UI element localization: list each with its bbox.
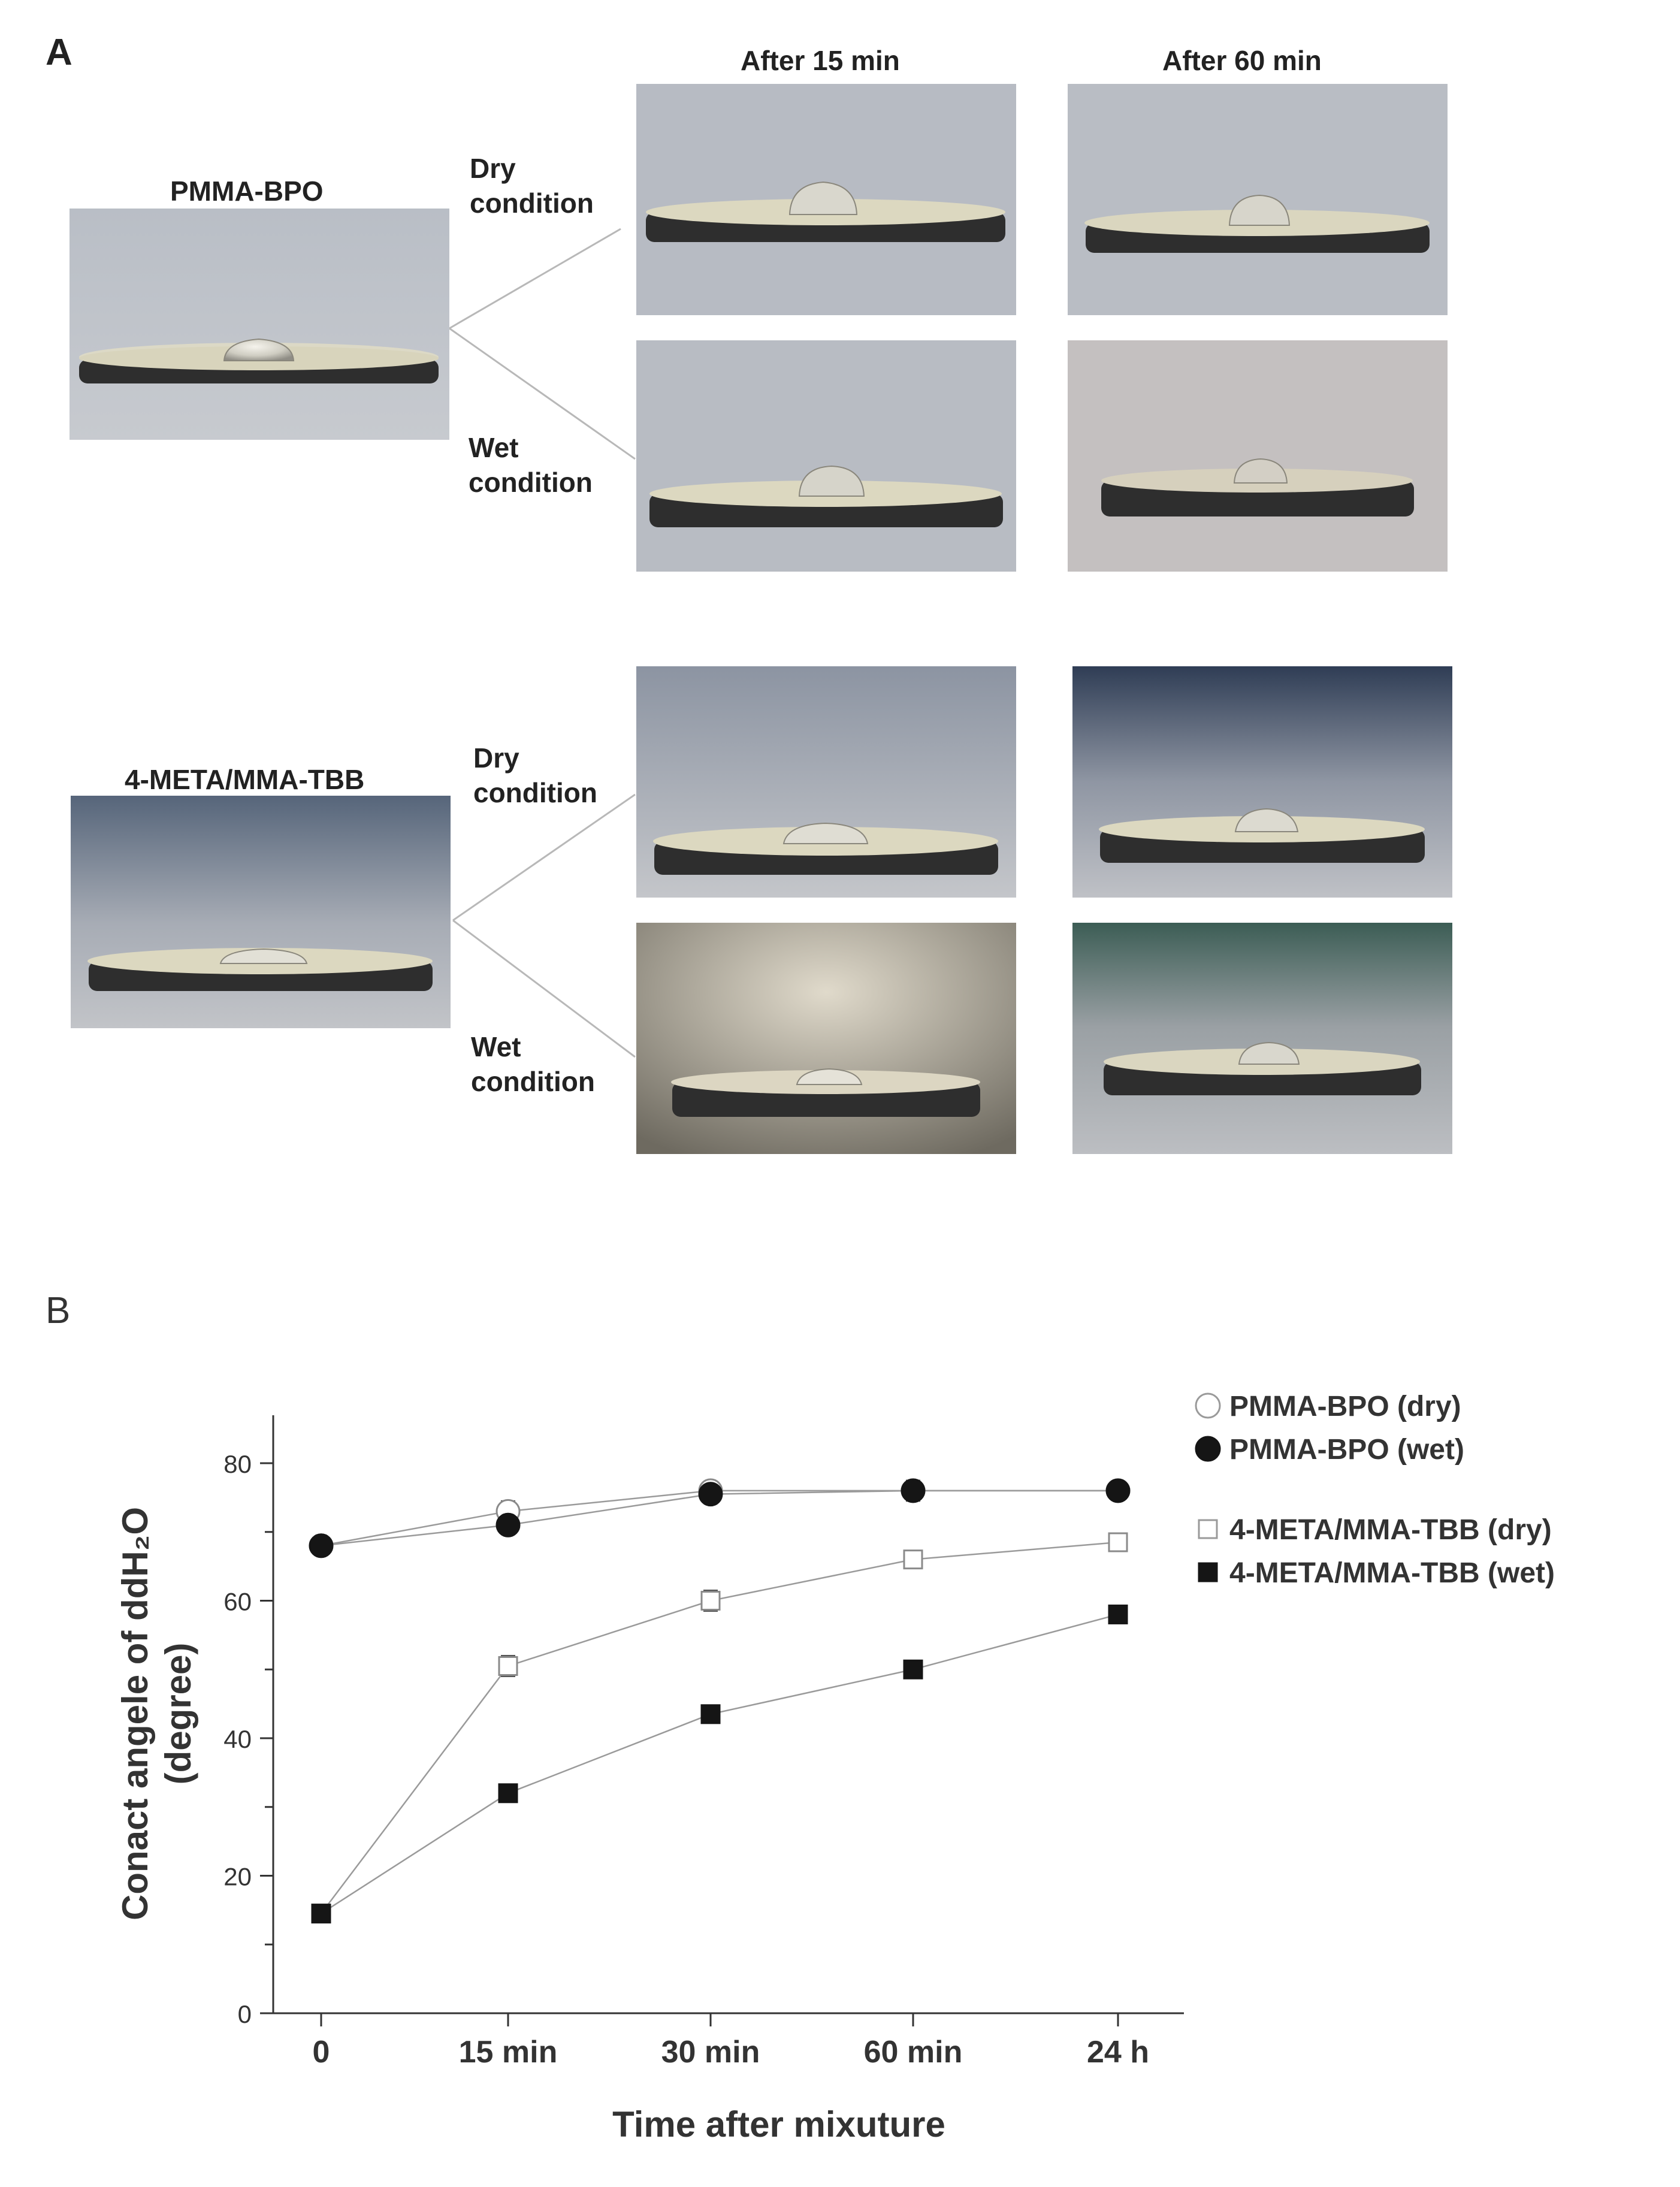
x-tick-label: 24 h [1087, 2035, 1149, 2070]
wet-condition-label-4meta: Wet condition [471, 1031, 595, 1097]
legend-label: 4-META/MMA-TBB (dry) [1229, 1514, 1552, 1546]
connector-line [452, 919, 636, 1058]
x-axis-title: Time after mixuture [612, 2104, 945, 2144]
connector-line [449, 327, 636, 460]
panel-b-letter: B [46, 1290, 71, 1331]
data-point [309, 1533, 334, 1558]
connector-line [452, 793, 636, 922]
photo-pmma-dry-15min [636, 84, 1016, 315]
y-tick-label: 40 [223, 1725, 252, 1753]
data-point [495, 1512, 521, 1537]
data-point [700, 1591, 721, 1611]
connector-line [449, 228, 621, 330]
legend-label: PMMA-BPO (dry) [1229, 1391, 1461, 1422]
photo-4meta-dry-60min [1072, 666, 1452, 898]
data-point [1108, 1604, 1128, 1624]
data-point [311, 1904, 331, 1924]
x-tick-label: 0 [313, 2035, 330, 2070]
dry-condition-label-pmma: Dry condition [470, 153, 594, 219]
y-axis-title-line1: Conact angele of ddH₂O [115, 1507, 155, 1920]
data-point [903, 1659, 923, 1679]
x-tick-label: 15 min [459, 2035, 558, 2070]
col-header-60min: After 60 min [1162, 45, 1322, 76]
photo-4meta-initial [71, 796, 451, 1028]
col-header-15min: After 15 min [741, 45, 900, 76]
photo-pmma-wet-60min [1068, 340, 1448, 572]
series-line [321, 1614, 1119, 1914]
x-tick-label: 30 min [661, 2035, 760, 2070]
data-point [1108, 1532, 1128, 1552]
wet-condition-label-pmma: Wet condition [469, 432, 593, 498]
material-label-pmma-bpo: PMMA-BPO [170, 176, 324, 207]
dry-condition-label-4meta: Dry condition [473, 742, 597, 808]
panel-a-letter: A [46, 32, 72, 73]
y-tick-label: 80 [223, 1450, 252, 1478]
photo-4meta-wet-60min [1072, 923, 1452, 1154]
data-point [901, 1478, 926, 1503]
photo-pmma-bpo-initial [70, 209, 449, 440]
contact-angle-chart: 0 20 40 60 80 0 15 min 30 min 60 min 24 h PMMA-B… [115, 1391, 1555, 2144]
x-tick-label: 60 min [864, 2035, 963, 2070]
data-point [498, 1656, 518, 1677]
y-tick-label: 60 [223, 1588, 252, 1616]
photo-4meta-wet-15min [636, 923, 1016, 1154]
data-point [1105, 1478, 1131, 1503]
legend-marker [1195, 1436, 1221, 1462]
legend-marker [1198, 1562, 1218, 1582]
connector-lines [449, 228, 636, 1058]
data-point [698, 1482, 723, 1507]
legend-marker [1198, 1519, 1218, 1539]
legend-marker [1195, 1392, 1221, 1419]
y-tick-label: 20 [223, 1863, 252, 1891]
data-point [700, 1704, 721, 1724]
data-point [498, 1783, 518, 1804]
photo-4meta-dry-15min [636, 666, 1016, 898]
photo-pmma-wet-15min [636, 340, 1016, 572]
legend-label: 4-META/MMA-TBB (wet) [1229, 1557, 1555, 1589]
y-axis-title-line2: (degree) [158, 1643, 198, 1785]
photo-pmma-dry-60min [1068, 84, 1448, 315]
data-point [903, 1549, 923, 1570]
legend-label: PMMA-BPO (wet) [1229, 1434, 1464, 1466]
y-tick-label: 0 [238, 2000, 252, 2028]
material-label-4meta: 4-META/MMA-TBB [125, 764, 365, 795]
